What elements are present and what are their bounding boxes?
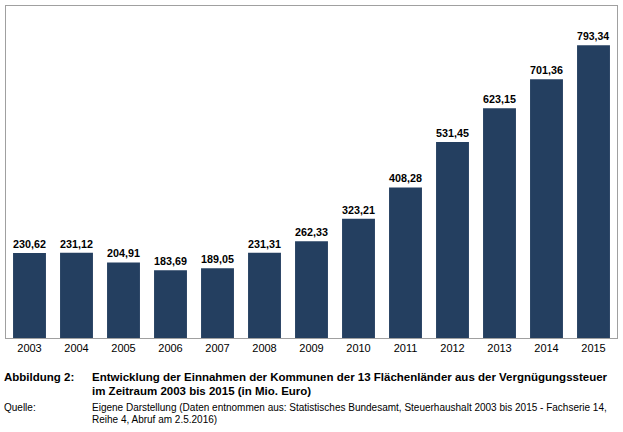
svg-text:2013: 2013 (487, 342, 511, 354)
svg-text:204,91: 204,91 (107, 247, 140, 259)
svg-text:189,05: 189,05 (201, 253, 234, 265)
html-text:Eigene Darstellung (Daten entn: Eigene Darstellung (Daten entnommen aus:… (92, 402, 607, 425)
svg-text:231,31: 231,31 (248, 238, 281, 250)
svg-text:323,21: 323,21 (342, 204, 375, 216)
svg-text:2003: 2003 (17, 342, 41, 354)
html-text:Quelle:: Quelle: (4, 402, 36, 413)
html-text:Abbildung 2:: Abbildung 2: (4, 371, 75, 383)
svg-text:623,15: 623,15 (483, 93, 516, 105)
svg-text:2012: 2012 (440, 342, 464, 354)
svg-text:2005: 2005 (111, 342, 135, 354)
svg-text:531,45: 531,45 (436, 127, 469, 139)
svg-text:230,62: 230,62 (13, 238, 46, 250)
svg-text:183,69: 183,69 (154, 255, 187, 267)
svg-text:2010: 2010 (346, 342, 370, 354)
svg-text:262,33: 262,33 (295, 226, 328, 238)
svg-text:2004: 2004 (64, 342, 88, 354)
svg-text:2008: 2008 (252, 342, 276, 354)
svg-text:2011: 2011 (394, 342, 418, 354)
svg-text:2014: 2014 (534, 342, 558, 354)
svg-text:408,28: 408,28 (389, 172, 422, 184)
svg-text:2006: 2006 (158, 342, 182, 354)
svg-text:2007: 2007 (205, 342, 229, 354)
svg-text:793,34: 793,34 (577, 31, 609, 42)
svg-text:2009: 2009 (299, 342, 323, 354)
svg-text:701,36: 701,36 (530, 64, 563, 76)
svg-text:231,12: 231,12 (60, 238, 93, 250)
svg-text:2015: 2015 (581, 342, 605, 354)
html-text:Entwicklung der Einnahmen der: Entwicklung der Einnahmen der Kommunen d… (92, 371, 608, 397)
